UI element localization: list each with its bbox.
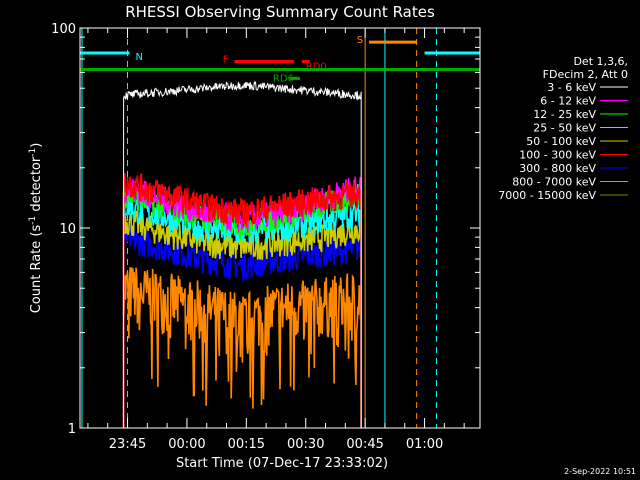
legend-label-0: 3 - 6 keV — [547, 81, 596, 94]
axes: 23:45 00:00 00:15 00:30 00:45 01:00 1 10 100 — [51, 22, 480, 452]
y-axis-label: Count Rate (s-1 detector-1) — [28, 143, 44, 314]
y-axis-label-sup2: -1 — [28, 148, 38, 157]
series-line-0 — [123, 80, 362, 428]
y-axis-label-mid: detector — [29, 156, 44, 216]
flag-label-4: RD0 — [306, 61, 327, 72]
y-axis-label-main: Count Rate (s — [29, 225, 44, 314]
legend-header-0: Det 1,3,6, — [573, 55, 628, 68]
y-axis-label-end: ) — [29, 143, 44, 148]
flag-label-3: F — [223, 54, 229, 65]
chart-title: RHESSI Observing Summary Count Rates — [125, 3, 435, 21]
legend-label-4: 50 - 100 keV — [526, 135, 596, 148]
x-axis-label: Start Time (07-Dec-17 23:33:02) — [176, 456, 388, 471]
flag-label-5: RD6 — [273, 73, 294, 84]
flag-label-0: N — [136, 52, 143, 63]
x-tick-label-2: 00:15 — [228, 437, 265, 452]
legend-label-2: 12 - 25 keV — [533, 108, 596, 121]
legend-label-6: 300 - 800 keV — [519, 162, 596, 175]
timestamp: 2-Sep-2022 10:51 — [564, 467, 636, 476]
x-tick-label-5: 01:00 — [406, 437, 443, 452]
series-line-7 — [122, 267, 362, 428]
series-line-1 — [122, 176, 362, 428]
series-line-5 — [122, 173, 362, 428]
x-tick-label-4: 00:45 — [346, 437, 383, 452]
y-tick-label-1: 10 — [59, 222, 76, 237]
legend-label-1: 6 - 12 keV — [540, 95, 596, 108]
x-tick-label-3: 00:30 — [287, 437, 324, 452]
y-tick-label-2: 100 — [51, 22, 76, 37]
x-tick-label-1: 00:00 — [168, 437, 205, 452]
plot-area: N S F RD0 RD6 — [80, 28, 480, 428]
legend-label-3: 25 - 50 keV — [533, 122, 596, 135]
legend-label-8: 7000 - 15000 keV — [498, 189, 596, 202]
y-tick-label-0: 1 — [68, 422, 76, 437]
y-axis-label-sup: -1 — [28, 216, 38, 225]
legend-label-7: 800 - 7000 keV — [512, 176, 596, 189]
legend-label-5: 100 - 300 keV — [519, 149, 596, 162]
x-tick-label-0: 23:45 — [109, 437, 146, 452]
flag-label-1: S — [357, 35, 363, 46]
legend-header-1: FDecim 2, Att 0 — [543, 68, 628, 81]
